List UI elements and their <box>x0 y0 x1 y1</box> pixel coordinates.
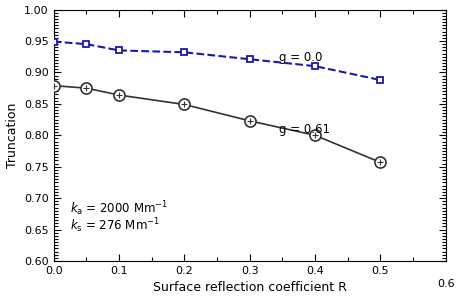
Y-axis label: Truncation: Truncation <box>6 103 18 168</box>
Text: 0.6: 0.6 <box>436 279 453 289</box>
Text: g = 0.61: g = 0.61 <box>279 122 330 136</box>
Text: $k_{\rm a}$ = 2000 Mm$^{-1}$: $k_{\rm a}$ = 2000 Mm$^{-1}$ <box>70 200 168 218</box>
X-axis label: Surface reflection coefficient R: Surface reflection coefficient R <box>152 281 346 294</box>
Text: $k_{\rm s}$ = 276 Mm$^{-1}$: $k_{\rm s}$ = 276 Mm$^{-1}$ <box>70 216 160 235</box>
Text: g = 0.0: g = 0.0 <box>279 51 322 64</box>
